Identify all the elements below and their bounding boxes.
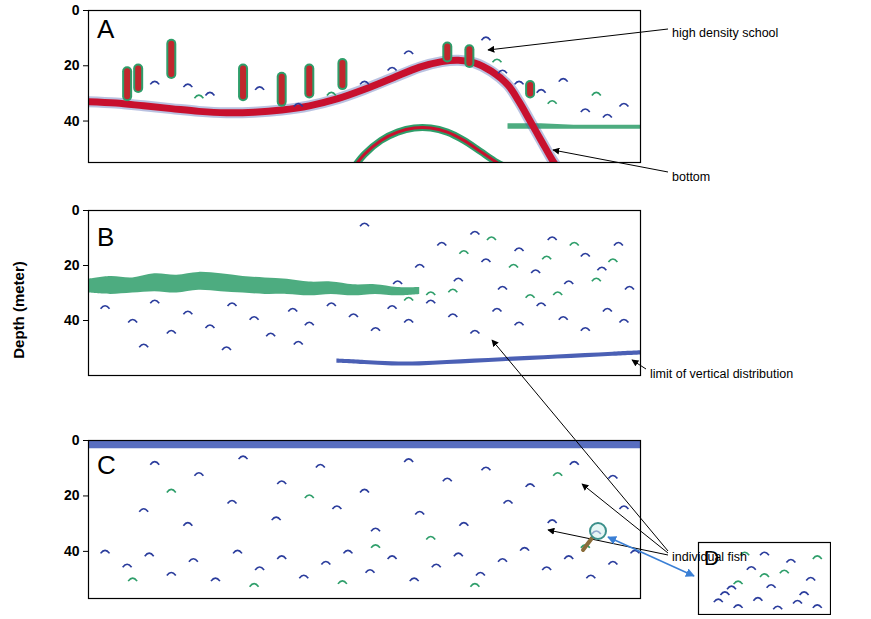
svg-text:individual fish: individual fish <box>672 550 747 564</box>
svg-text:0: 0 <box>72 2 80 18</box>
svg-text:limit of vertical distribution: limit of vertical distribution <box>650 367 793 381</box>
svg-text:0: 0 <box>72 432 80 448</box>
svg-text:40: 40 <box>64 543 80 559</box>
svg-text:D: D <box>704 546 719 569</box>
svg-text:20: 20 <box>64 487 80 503</box>
svg-text:20: 20 <box>64 57 80 73</box>
svg-text:A: A <box>97 14 115 44</box>
svg-text:40: 40 <box>64 312 80 328</box>
svg-text:bottom: bottom <box>672 170 710 184</box>
svg-text:C: C <box>97 450 116 480</box>
svg-text:B: B <box>97 222 114 252</box>
svg-text:20: 20 <box>64 257 80 273</box>
svg-text:high density school: high density school <box>672 26 778 40</box>
svg-text:40: 40 <box>64 113 80 129</box>
svg-text:0: 0 <box>72 202 80 218</box>
svg-text:Depth (meter): Depth (meter) <box>10 261 27 359</box>
